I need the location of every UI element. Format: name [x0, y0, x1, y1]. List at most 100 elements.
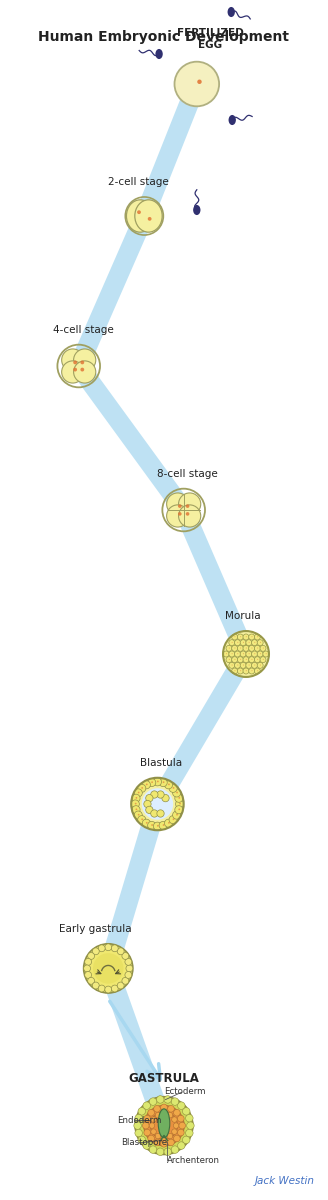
- Ellipse shape: [73, 360, 77, 365]
- Ellipse shape: [144, 800, 151, 808]
- Ellipse shape: [174, 1135, 180, 1141]
- Ellipse shape: [149, 1146, 157, 1153]
- Ellipse shape: [84, 943, 133, 994]
- Ellipse shape: [151, 1112, 177, 1139]
- Ellipse shape: [176, 814, 178, 816]
- Ellipse shape: [235, 662, 240, 668]
- Ellipse shape: [135, 1129, 142, 1136]
- Ellipse shape: [73, 349, 96, 371]
- Ellipse shape: [132, 805, 140, 814]
- Ellipse shape: [243, 668, 249, 674]
- Ellipse shape: [179, 803, 181, 804]
- Ellipse shape: [257, 662, 263, 668]
- Ellipse shape: [168, 822, 170, 823]
- Ellipse shape: [229, 115, 236, 125]
- Ellipse shape: [125, 959, 132, 965]
- Ellipse shape: [134, 1122, 141, 1129]
- Ellipse shape: [167, 1133, 173, 1139]
- Ellipse shape: [243, 634, 249, 640]
- Ellipse shape: [161, 1135, 167, 1140]
- Ellipse shape: [141, 787, 143, 788]
- Ellipse shape: [229, 662, 235, 668]
- Ellipse shape: [142, 788, 173, 820]
- Ellipse shape: [168, 784, 170, 785]
- Ellipse shape: [186, 1115, 193, 1122]
- Ellipse shape: [157, 780, 159, 782]
- Ellipse shape: [228, 7, 235, 17]
- Ellipse shape: [148, 1135, 154, 1141]
- Ellipse shape: [135, 797, 137, 799]
- Ellipse shape: [175, 800, 184, 808]
- Ellipse shape: [131, 778, 184, 830]
- Ellipse shape: [146, 822, 148, 823]
- Ellipse shape: [174, 61, 219, 107]
- Ellipse shape: [144, 1115, 151, 1122]
- Ellipse shape: [137, 210, 141, 214]
- Ellipse shape: [164, 781, 173, 788]
- Ellipse shape: [161, 1140, 167, 1147]
- Ellipse shape: [237, 646, 243, 652]
- Ellipse shape: [148, 1110, 154, 1116]
- Ellipse shape: [117, 948, 124, 955]
- Ellipse shape: [171, 1098, 179, 1105]
- Ellipse shape: [143, 1142, 151, 1150]
- Ellipse shape: [161, 1104, 167, 1111]
- Ellipse shape: [254, 656, 260, 662]
- Ellipse shape: [98, 944, 105, 952]
- Ellipse shape: [105, 943, 112, 950]
- Ellipse shape: [155, 1133, 161, 1139]
- Ellipse shape: [163, 824, 164, 826]
- Ellipse shape: [254, 668, 260, 674]
- Text: FERTILIZED
EGG: FERTILIZED EGG: [176, 28, 243, 49]
- Ellipse shape: [148, 779, 156, 787]
- Ellipse shape: [246, 662, 252, 668]
- Ellipse shape: [62, 349, 84, 371]
- Ellipse shape: [182, 1108, 190, 1115]
- Ellipse shape: [92, 948, 99, 955]
- Ellipse shape: [148, 217, 152, 221]
- Ellipse shape: [173, 788, 181, 797]
- Ellipse shape: [246, 652, 252, 656]
- Ellipse shape: [135, 809, 137, 810]
- Ellipse shape: [173, 787, 174, 788]
- Ellipse shape: [178, 504, 182, 508]
- Text: 4-cell stage: 4-cell stage: [53, 325, 114, 335]
- Ellipse shape: [157, 791, 164, 798]
- Ellipse shape: [85, 959, 92, 965]
- Ellipse shape: [243, 646, 249, 652]
- Ellipse shape: [178, 505, 201, 527]
- Ellipse shape: [151, 824, 153, 826]
- Ellipse shape: [249, 668, 255, 674]
- Ellipse shape: [88, 953, 94, 960]
- Ellipse shape: [149, 1123, 155, 1128]
- Ellipse shape: [167, 493, 189, 515]
- Ellipse shape: [135, 803, 136, 804]
- Text: Morula: Morula: [225, 612, 260, 622]
- Ellipse shape: [156, 1148, 164, 1156]
- Ellipse shape: [146, 784, 148, 785]
- Ellipse shape: [146, 794, 153, 802]
- Ellipse shape: [93, 953, 123, 984]
- Ellipse shape: [172, 1129, 177, 1134]
- Ellipse shape: [240, 640, 246, 646]
- Ellipse shape: [163, 781, 164, 784]
- Ellipse shape: [186, 1129, 193, 1136]
- Ellipse shape: [186, 512, 189, 516]
- Ellipse shape: [178, 512, 182, 516]
- Text: GASTRULA: GASTRULA: [129, 1072, 199, 1085]
- Text: Archenteron: Archenteron: [167, 1157, 220, 1165]
- Ellipse shape: [73, 361, 96, 383]
- Ellipse shape: [157, 824, 159, 827]
- Ellipse shape: [237, 634, 243, 640]
- Ellipse shape: [173, 811, 181, 820]
- Ellipse shape: [164, 820, 173, 827]
- Ellipse shape: [260, 656, 266, 662]
- Text: Human Embryonic Development: Human Embryonic Development: [38, 30, 290, 44]
- Ellipse shape: [98, 985, 105, 992]
- Ellipse shape: [148, 821, 156, 829]
- Ellipse shape: [138, 1108, 146, 1115]
- Ellipse shape: [132, 794, 140, 803]
- Ellipse shape: [144, 1129, 151, 1136]
- Ellipse shape: [164, 1148, 172, 1156]
- Ellipse shape: [167, 505, 189, 527]
